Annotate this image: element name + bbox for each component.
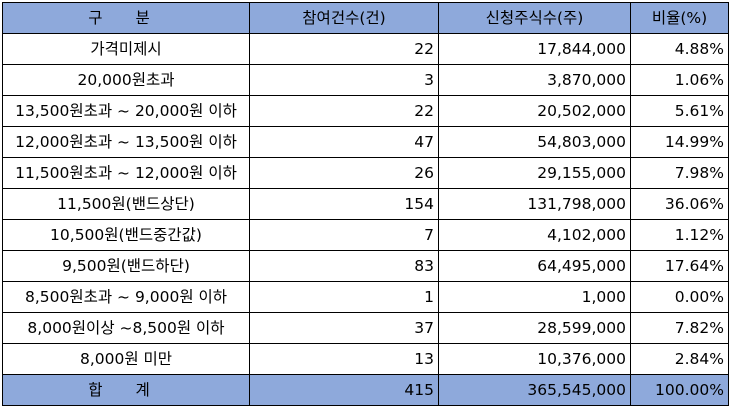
row-count: 26 [249, 157, 439, 189]
row-label: 10,500원(밴드중간값) [2, 219, 250, 251]
row-label: 12,000원초과 ~ 13,500원 이하 [2, 126, 250, 158]
demand-forecast-table: 구 분 참여건수(건) 신청주식수(주) 비율(%) 가격미제시 22 17,8… [2, 2, 729, 406]
table-row: 20,000원초과 3 3,870,000 1.06% [2, 64, 729, 96]
row-shares: 54,803,000 [438, 126, 631, 158]
row-count: 13 [249, 343, 439, 375]
total-row: 합 계 415 365,545,000 100.00% [2, 374, 729, 406]
row-ratio: 7.98% [630, 157, 729, 189]
row-label: 가격미제시 [2, 33, 250, 65]
table-row: 13,500원초과 ~ 20,000원 이하 22 20,502,000 5.6… [2, 95, 729, 127]
row-count: 7 [249, 219, 439, 251]
table-row: 11,500원초과 ~ 12,000원 이하 26 29,155,000 7.9… [2, 157, 729, 189]
total-label: 합 계 [2, 374, 250, 406]
table-row: 11,500원(밴드상단) 154 131,798,000 36.06% [2, 188, 729, 220]
row-shares: 3,870,000 [438, 64, 631, 96]
row-ratio: 5.61% [630, 95, 729, 127]
row-shares: 4,102,000 [438, 219, 631, 251]
row-shares: 20,502,000 [438, 95, 631, 127]
row-count: 47 [249, 126, 439, 158]
table-row: 가격미제시 22 17,844,000 4.88% [2, 33, 729, 65]
table-row: 9,500원(밴드하단) 83 64,495,000 17.64% [2, 250, 729, 282]
row-ratio: 36.06% [630, 188, 729, 220]
total-shares: 365,545,000 [438, 374, 631, 406]
table-row: 8,500원초과 ~ 9,000원 이하 1 1,000 0.00% [2, 281, 729, 313]
row-ratio: 17.64% [630, 250, 729, 282]
row-label: 8,000원이상 ~8,500원 이하 [2, 312, 250, 344]
row-count: 3 [249, 64, 439, 96]
row-ratio: 14.99% [630, 126, 729, 158]
row-count: 83 [249, 250, 439, 282]
row-shares: 17,844,000 [438, 33, 631, 65]
row-count: 37 [249, 312, 439, 344]
row-ratio: 7.82% [630, 312, 729, 344]
row-shares: 29,155,000 [438, 157, 631, 189]
row-label: 8,500원초과 ~ 9,000원 이하 [2, 281, 250, 313]
table-row: 12,000원초과 ~ 13,500원 이하 47 54,803,000 14.… [2, 126, 729, 158]
row-count: 1 [249, 281, 439, 313]
header-ratio: 비율(%) [630, 2, 729, 34]
row-count: 22 [249, 33, 439, 65]
row-shares: 1,000 [438, 281, 631, 313]
row-ratio: 0.00% [630, 281, 729, 313]
row-count: 154 [249, 188, 439, 220]
row-label: 8,000원 미만 [2, 343, 250, 375]
table-row: 8,000원이상 ~8,500원 이하 37 28,599,000 7.82% [2, 312, 729, 344]
row-label: 20,000원초과 [2, 64, 250, 96]
row-shares: 131,798,000 [438, 188, 631, 220]
row-count: 22 [249, 95, 439, 127]
row-ratio: 1.12% [630, 219, 729, 251]
row-ratio: 2.84% [630, 343, 729, 375]
row-shares: 10,376,000 [438, 343, 631, 375]
header-shares: 신청주식수(주) [438, 2, 631, 34]
row-label: 11,500원초과 ~ 12,000원 이하 [2, 157, 250, 189]
row-label: 9,500원(밴드하단) [2, 250, 250, 282]
row-ratio: 1.06% [630, 64, 729, 96]
row-shares: 64,495,000 [438, 250, 631, 282]
row-shares: 28,599,000 [438, 312, 631, 344]
row-label: 13,500원초과 ~ 20,000원 이하 [2, 95, 250, 127]
header-row: 구 분 참여건수(건) 신청주식수(주) 비율(%) [2, 2, 729, 34]
table-row: 10,500원(밴드중간값) 7 4,102,000 1.12% [2, 219, 729, 251]
row-ratio: 4.88% [630, 33, 729, 65]
table-row: 8,000원 미만 13 10,376,000 2.84% [2, 343, 729, 375]
header-count: 참여건수(건) [249, 2, 439, 34]
row-label: 11,500원(밴드상단) [2, 188, 250, 220]
header-category: 구 분 [2, 2, 250, 34]
total-ratio: 100.00% [630, 374, 729, 406]
total-count: 415 [249, 374, 439, 406]
